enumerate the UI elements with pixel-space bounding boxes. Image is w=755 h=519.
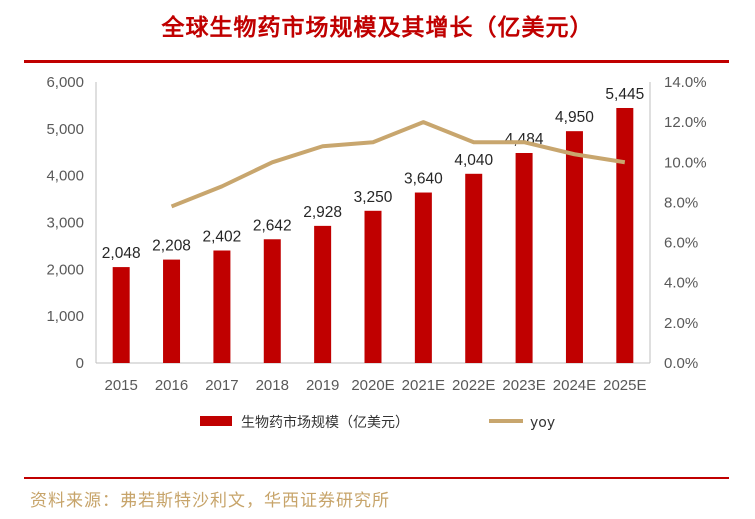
bar <box>616 107 634 364</box>
right-tick-label: 8.0% <box>664 194 698 211</box>
x-tick-label: 2018 <box>256 377 289 394</box>
left-tick-label: 0 <box>76 355 84 372</box>
bar <box>364 210 382 363</box>
x-tick-label: 2017 <box>205 377 238 394</box>
bar-series <box>112 107 634 364</box>
bar <box>414 192 432 363</box>
x-tick-label: 2019 <box>306 377 339 394</box>
left-tick-label: 3,000 <box>46 215 84 232</box>
bar <box>263 239 281 363</box>
x-tick-label: 2021E <box>402 377 445 394</box>
bar <box>465 173 483 363</box>
x-tick-label: 2016 <box>155 377 188 394</box>
left-tick-label: 2,000 <box>46 261 84 278</box>
chart-title: 全球生物药市场规模及其增长（亿美元） <box>161 14 594 41</box>
x-tick-label: 2022E <box>452 377 495 394</box>
left-tick-label: 1,000 <box>46 308 84 325</box>
legend: 生物药市场规模（亿美元） yoy <box>200 414 555 431</box>
right-tick-label: 14.0% <box>664 74 707 91</box>
left-tick-label: 5,000 <box>46 121 84 138</box>
x-tick-label: 2025E <box>603 377 646 394</box>
bar <box>213 250 231 363</box>
data-label: 2,928 <box>303 204 342 221</box>
bar <box>112 267 130 363</box>
x-axis-ticks: 2015 2016 2017 2018 2019 2020E 2021E 2022E 2023E… <box>104 377 646 394</box>
legend-bar-swatch <box>200 416 232 426</box>
data-labels: 2,048 2,208 2,402 2,642 2,928 3,250 3,640 4,040… <box>102 86 644 262</box>
x-tick-label: 2015 <box>104 377 137 394</box>
data-label: 3,250 <box>354 189 393 206</box>
legend-bar-label: 生物药市场规模（亿美元） <box>241 414 409 431</box>
x-tick-label: 2020E <box>351 377 394 394</box>
x-tick-label: 2023E <box>502 377 545 394</box>
data-label: 4,040 <box>454 152 493 169</box>
legend-line-label: yoy <box>530 415 555 431</box>
data-label: 2,208 <box>152 238 191 255</box>
right-tick-label: 2.0% <box>664 315 698 332</box>
data-label: 4,950 <box>555 109 594 126</box>
data-label: 2,642 <box>253 217 292 234</box>
data-label: 2,048 <box>102 245 141 262</box>
right-tick-label: 12.0% <box>664 114 707 131</box>
data-label: 3,640 <box>404 171 443 188</box>
right-axis-ticks: 0.0% 2.0% 4.0% 6.0% 8.0% 10.0% 12.0% 14.0% <box>664 74 707 372</box>
data-label: 2,402 <box>203 229 242 246</box>
data-label: 5,445 <box>605 86 644 103</box>
bar <box>515 152 533 363</box>
bar <box>314 225 332 363</box>
source-note: 资料来源：弗若斯特沙利文，华西证券研究所 <box>30 491 390 511</box>
bar <box>565 131 583 363</box>
bar <box>163 259 181 363</box>
right-tick-label: 10.0% <box>664 154 707 171</box>
left-axis-ticks: 0 1,000 2,000 3,000 4,000 5,000 6,000 <box>46 74 84 372</box>
x-tick-label: 2024E <box>553 377 596 394</box>
left-tick-label: 4,000 <box>46 168 84 185</box>
right-tick-label: 6.0% <box>664 235 698 252</box>
left-tick-label: 6,000 <box>46 74 84 91</box>
title-rule <box>24 60 729 63</box>
source-rule <box>24 477 729 479</box>
right-tick-label: 4.0% <box>664 275 698 292</box>
yoy-line <box>170 120 626 209</box>
right-tick-label: 0.0% <box>664 355 698 372</box>
